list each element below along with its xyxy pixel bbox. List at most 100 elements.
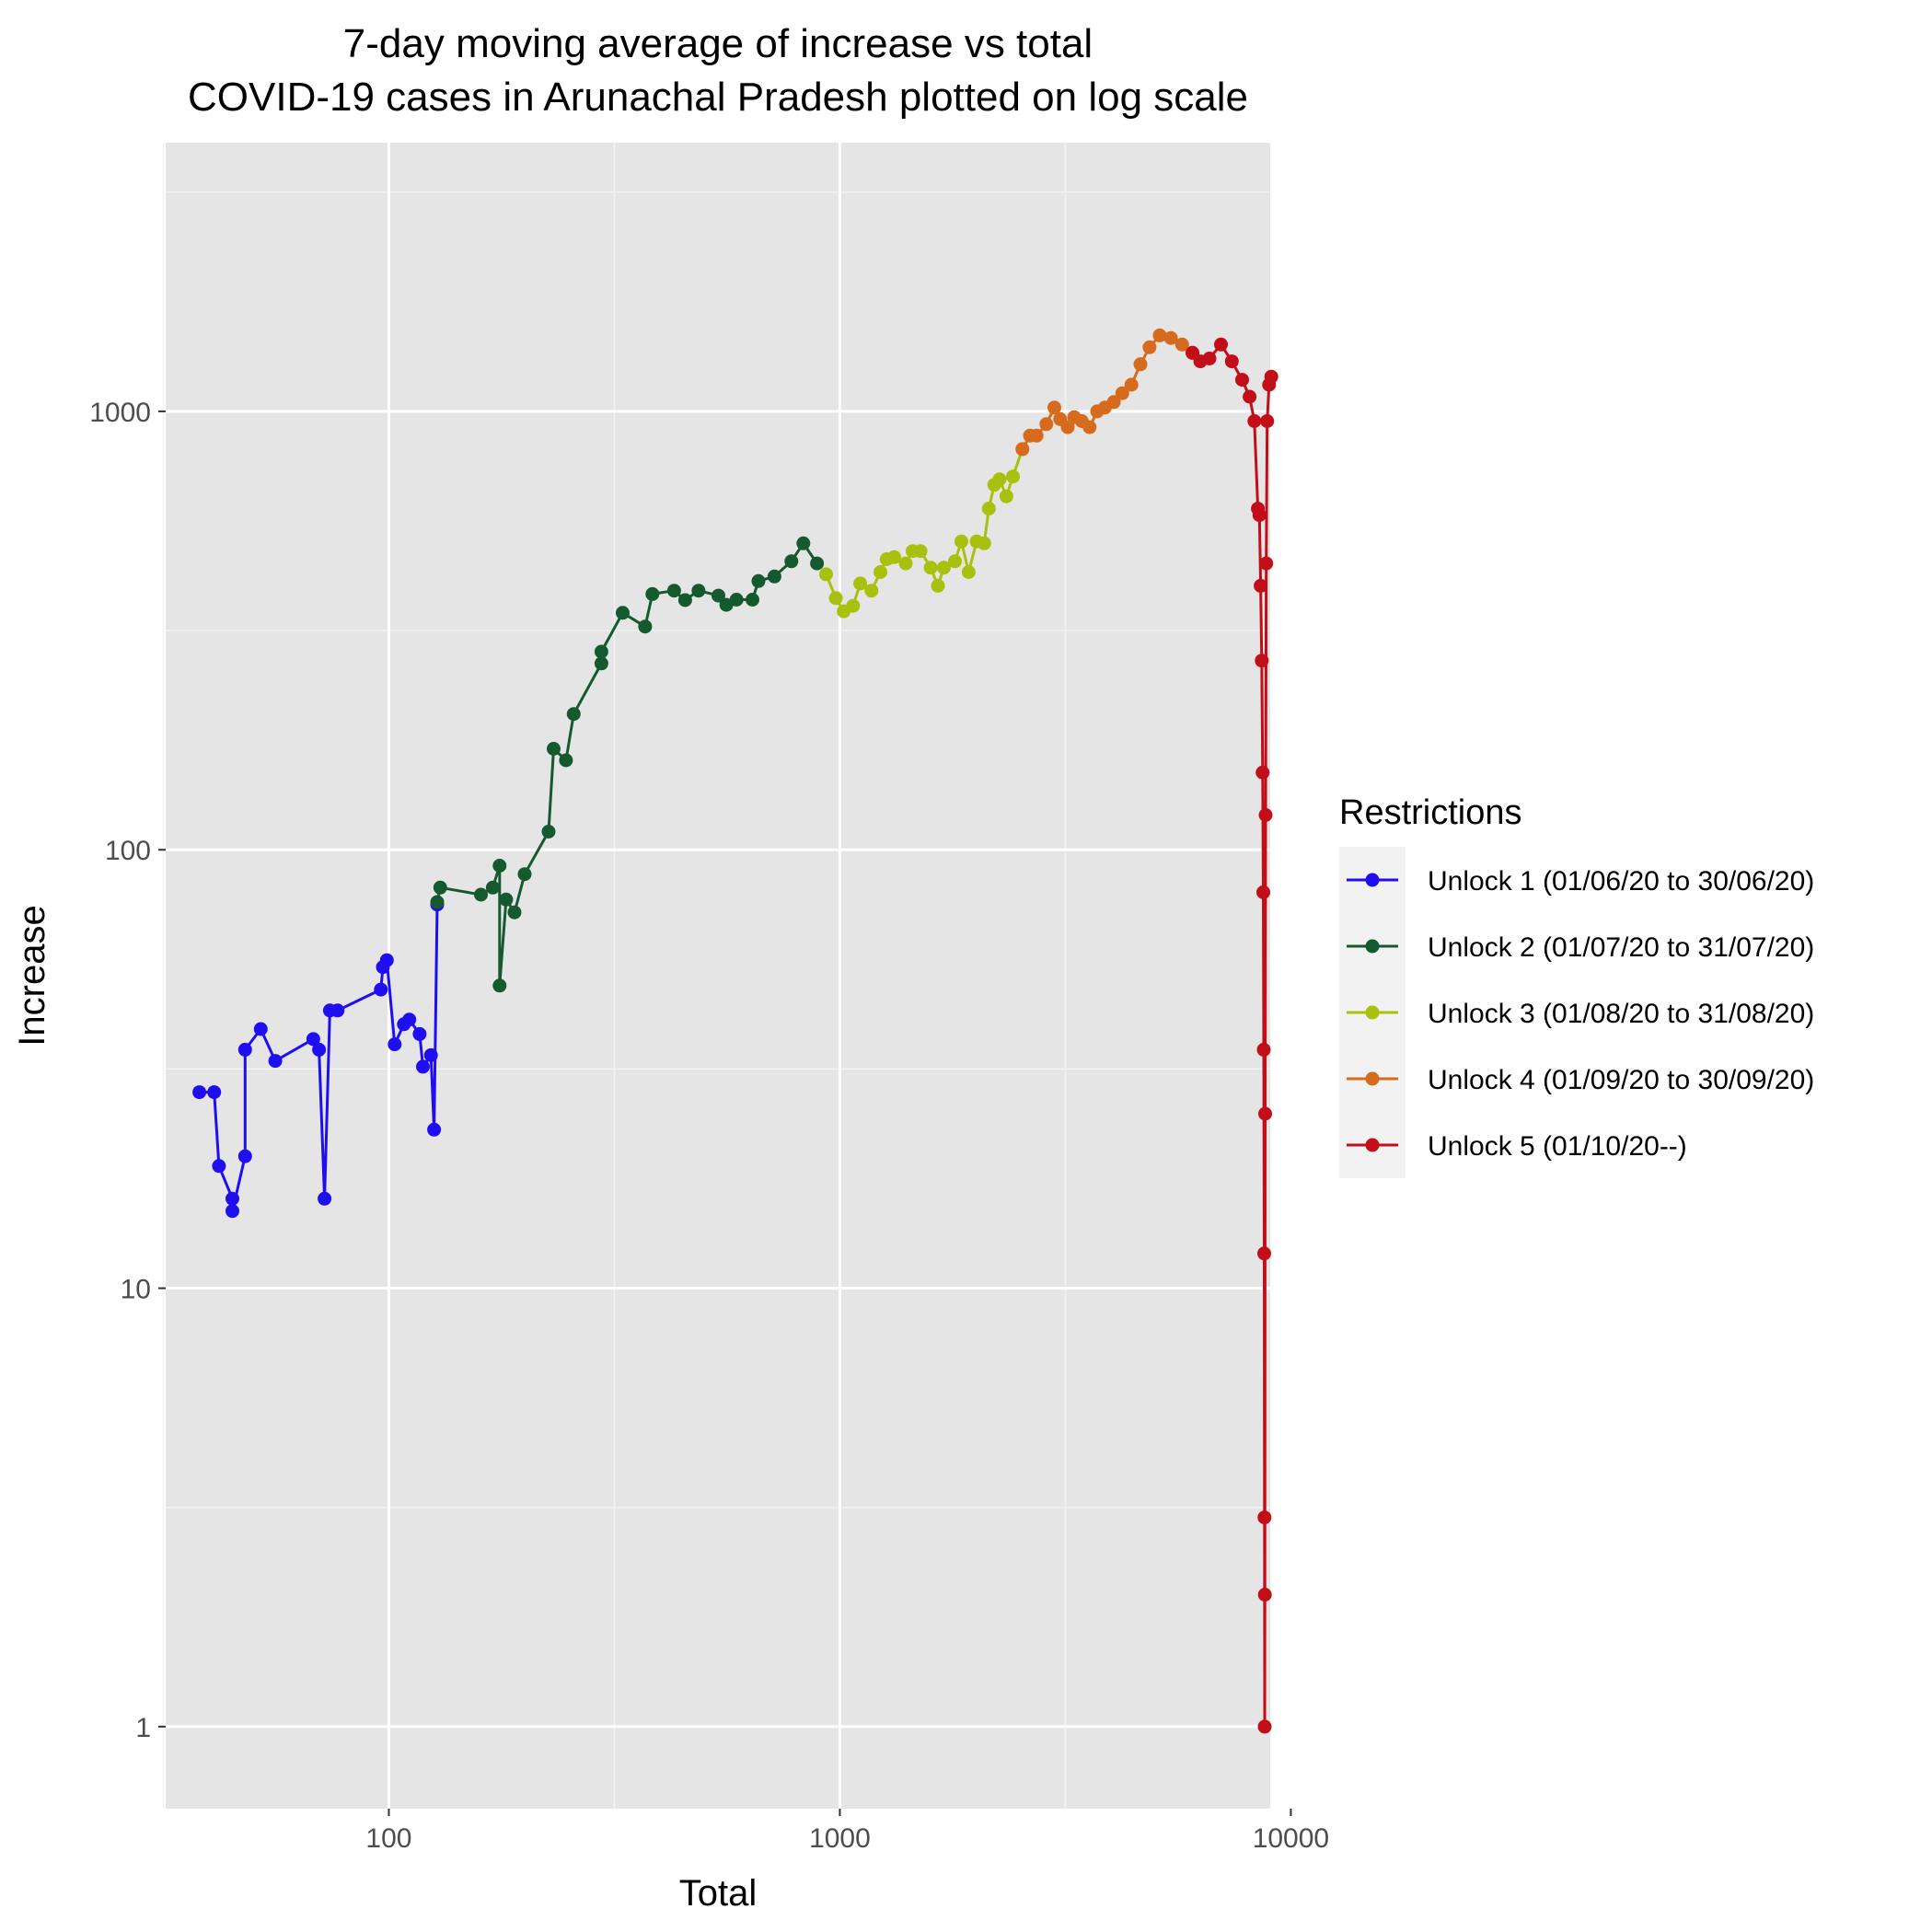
legend-label: Unlock 3 (01/08/20 to 31/08/20) [1428, 999, 1814, 1029]
data-point [691, 584, 706, 598]
data-point [1255, 765, 1270, 780]
data-point [485, 880, 500, 895]
data-point [268, 1054, 283, 1069]
data-point [433, 880, 447, 895]
data-point [666, 584, 681, 598]
data-point [961, 565, 976, 579]
legend-key-point [1365, 1005, 1380, 1020]
chart-title-line-1: 7-day moving average of increase vs tota… [343, 21, 1093, 66]
data-point [1243, 389, 1257, 404]
data-point [819, 567, 833, 582]
data-point [1047, 400, 1061, 415]
data-point [796, 536, 811, 550]
data-point [913, 544, 928, 559]
data-point [306, 1032, 320, 1047]
data-point [1255, 654, 1269, 668]
major-gridlines [166, 143, 1292, 1809]
data-point [1235, 373, 1249, 388]
data-point [931, 578, 945, 593]
y-tick-label: 1000 [89, 398, 151, 428]
data-point [253, 1022, 268, 1036]
data-point [1006, 469, 1020, 484]
series-5 [1186, 337, 1278, 1734]
legend-label: Unlock 1 (01/06/20 to 30/06/20) [1428, 866, 1814, 897]
data-point [594, 644, 608, 659]
chart-title-group: 7-day moving average of increase vs tota… [188, 21, 1248, 120]
data-point [1152, 328, 1167, 342]
data-point [1163, 330, 1178, 345]
x-tick-label: 1000 [809, 1823, 871, 1854]
data-point [541, 825, 556, 839]
data-point [412, 1026, 427, 1041]
y-tick-label: 1 [135, 1713, 151, 1743]
data-point [999, 489, 1013, 503]
data-point [711, 588, 725, 603]
data-point [1039, 417, 1054, 432]
data-point [1082, 420, 1097, 434]
data-point [729, 593, 744, 607]
series-3 [819, 442, 1030, 619]
legend-key-point [1365, 873, 1380, 887]
data-point [746, 593, 759, 607]
data-point [1252, 508, 1267, 523]
data-point [864, 584, 879, 598]
data-point [853, 576, 868, 591]
data-point [1142, 340, 1157, 354]
data-point [430, 895, 445, 909]
data-point [873, 565, 887, 579]
data-point [318, 1191, 332, 1206]
data-point [677, 593, 692, 607]
data-point [887, 550, 901, 564]
data-point [507, 905, 522, 920]
legend-label: Unlock 5 (01/10/20--) [1428, 1131, 1687, 1162]
y-tick-label: 10 [121, 1275, 151, 1305]
data-point [492, 859, 507, 873]
legend-key-point [1365, 1138, 1380, 1152]
data-point [226, 1204, 239, 1219]
data-point [898, 556, 913, 571]
data-point [1106, 395, 1121, 410]
series-2 [430, 536, 825, 993]
data-point [616, 606, 630, 620]
data-point [499, 892, 514, 907]
data-point [1124, 377, 1139, 392]
plot-panel [166, 143, 1270, 1809]
data-point [1257, 1510, 1272, 1525]
data-point [638, 619, 653, 634]
data-point [330, 1003, 345, 1018]
data-point [517, 867, 532, 882]
legend-title: Restrictions [1339, 793, 1522, 832]
data-point [810, 556, 825, 571]
data-point [559, 753, 573, 768]
legend-key-point [1365, 939, 1380, 954]
x-axis-title: Total [679, 1873, 758, 1914]
data-point [1259, 556, 1274, 571]
data-point [1257, 1246, 1271, 1261]
data-point [1224, 354, 1239, 369]
data-point [992, 472, 1007, 487]
legend-label: Unlock 4 (01/09/20 to 30/09/20) [1428, 1065, 1814, 1095]
data-point [1254, 578, 1268, 593]
data-point [981, 502, 996, 516]
data-point [1258, 808, 1273, 822]
data-point [719, 597, 734, 612]
data-point [1214, 337, 1228, 352]
legend-key-point [1365, 1071, 1380, 1086]
legend-item-2: Unlock 2 (01/07/20 to 31/07/20) [1347, 932, 1814, 963]
data-point [1015, 442, 1030, 457]
series-layer [192, 328, 1278, 1734]
data-point [312, 1042, 327, 1057]
data-point [977, 536, 991, 550]
data-point [237, 1042, 252, 1057]
y-axis-title: Increase [12, 905, 52, 1046]
data-point [402, 1012, 417, 1027]
data-point [1256, 885, 1270, 899]
data-point [1202, 352, 1217, 365]
y-tick-label: 100 [105, 836, 151, 866]
legend: Restrictions Unlock 1 (01/06/20 to 30/06/… [1339, 793, 1814, 1178]
data-point [212, 1159, 226, 1174]
data-point [1260, 414, 1275, 428]
data-point [936, 561, 951, 575]
data-point [547, 742, 561, 756]
